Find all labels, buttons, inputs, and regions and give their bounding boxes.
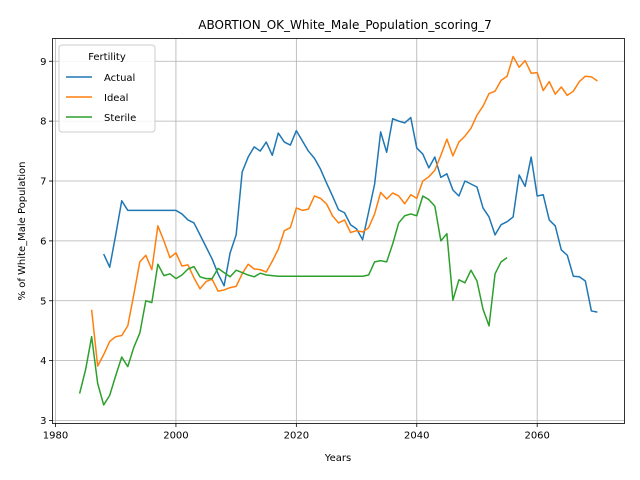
series-line-actual bbox=[102, 116, 598, 313]
series-lines bbox=[78, 55, 598, 406]
legend-label-sterile: Sterile bbox=[104, 113, 136, 124]
y-tick-label: 9 bbox=[40, 57, 46, 68]
x-tick-label: 2040 bbox=[404, 431, 429, 442]
y-tick-label: 8 bbox=[40, 117, 46, 128]
x-tick-label: 2000 bbox=[163, 431, 188, 442]
legend: Fertility Actual Ideal Sterile bbox=[58, 44, 156, 133]
legend-box bbox=[58, 44, 156, 133]
series-line-sterile bbox=[78, 195, 508, 406]
y-tick-label: 5 bbox=[40, 296, 46, 307]
legend-items: Actual Ideal Sterile bbox=[66, 73, 136, 124]
y-tick-label: 6 bbox=[40, 236, 46, 247]
chart-title: ABORTION_OK_White_Male_Population_scorin… bbox=[198, 18, 491, 32]
legend-label-actual: Actual bbox=[104, 73, 135, 84]
x-axis-label: Years bbox=[324, 453, 351, 464]
legend-title: Fertility bbox=[88, 52, 126, 63]
y-tick-label: 7 bbox=[40, 177, 46, 188]
series-line-ideal bbox=[90, 55, 598, 367]
axis-ticks: 1980 2000 2020 2040 2060 3 4 5 6 7 8 9 bbox=[40, 57, 550, 442]
x-tick-label: 1980 bbox=[43, 431, 68, 442]
y-tick-label: 3 bbox=[40, 416, 46, 427]
y-tick-label: 4 bbox=[40, 356, 46, 367]
x-tick-label: 2060 bbox=[524, 431, 549, 442]
y-axis-label: % of White_Male Population bbox=[17, 162, 28, 301]
legend-label-ideal: Ideal bbox=[104, 93, 128, 104]
x-tick-label: 2020 bbox=[284, 431, 309, 442]
plot-frame bbox=[52, 38, 625, 424]
